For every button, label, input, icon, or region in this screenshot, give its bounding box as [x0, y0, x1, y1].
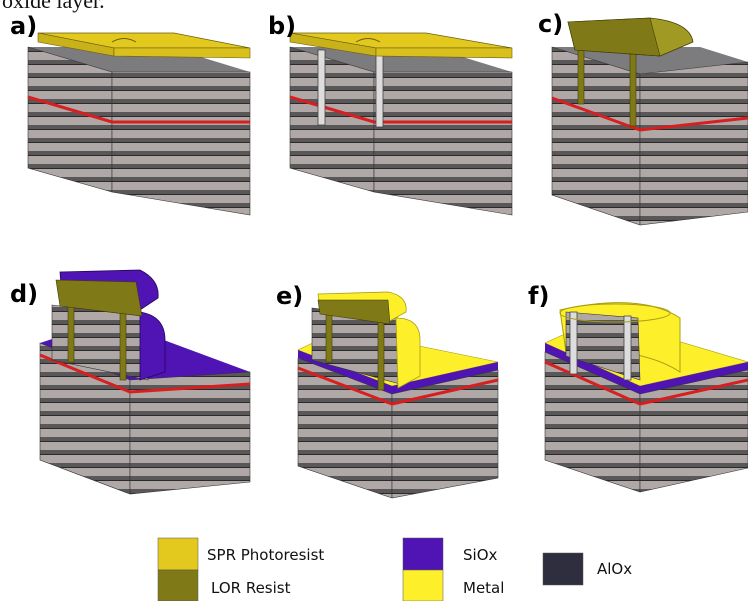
stack-front-face — [639, 369, 748, 493]
legend-label: SPR Photoresist — [207, 546, 324, 564]
legend-swatch — [402, 537, 444, 571]
etched-trench — [375, 51, 384, 128]
stack-front-face — [639, 61, 748, 226]
legend-item-alox: AlOx — [542, 552, 632, 586]
legend-swatch — [542, 552, 584, 586]
ring-opening-outline — [559, 303, 671, 323]
lor-pillar — [577, 49, 585, 105]
etched-trench — [623, 315, 632, 381]
panel-label-d: d) — [10, 280, 38, 308]
stack-front-face — [373, 71, 513, 216]
panel-label-e: e) — [276, 282, 303, 310]
legend: SPR Photoresist LOR Resist SiOx Metal Al… — [157, 537, 632, 601]
legend-swatch — [157, 537, 199, 571]
metal-sidewall — [395, 317, 421, 389]
legend-swatch — [402, 569, 444, 601]
legend-item-lor-resist: LOR Resist — [157, 569, 291, 601]
active-region-stripe — [27, 95, 250, 124]
etched-trench — [569, 311, 578, 375]
stack-top — [290, 47, 512, 72]
etched-trench — [317, 49, 326, 126]
resist-opening-outline — [355, 38, 381, 43]
caption-fragment: oxide layer. — [2, 0, 105, 13]
siox-edge — [640, 362, 748, 394]
panel-label-f: f) — [528, 282, 549, 310]
spr-photoresist-front — [113, 47, 251, 59]
panel-c: c) — [538, 10, 748, 226]
lor-pillar — [67, 299, 75, 363]
lor-resist-cap — [55, 279, 143, 317]
lor-resist-cap — [317, 299, 391, 325]
resist-opening-outline — [111, 38, 137, 43]
legend-item-metal: Metal — [402, 569, 504, 601]
panel-f: f) — [528, 282, 748, 493]
stack-top — [28, 47, 250, 72]
legend-swatch — [157, 569, 199, 601]
legend-item-siox: SiOx — [402, 537, 497, 571]
panel-label-c: c) — [538, 10, 563, 38]
panel-a: a) — [10, 12, 251, 216]
legend-label: AlOx — [597, 560, 632, 578]
lor-pillar — [629, 53, 637, 127]
legend-item-spr-photoresist: SPR Photoresist — [157, 537, 324, 571]
panel-label-b: b) — [268, 12, 296, 40]
active-region-stripe — [544, 360, 748, 406]
panel-b: b) — [268, 12, 513, 216]
siox-edge — [392, 362, 498, 394]
lor-resist-cap-front — [567, 17, 661, 57]
stack-front-face — [129, 371, 251, 495]
panel-d: d) — [10, 269, 251, 495]
stack-front-face — [111, 71, 251, 216]
panel-e: e) — [276, 282, 499, 499]
active-region-stripe — [39, 353, 251, 394]
siox-sidewall — [139, 311, 166, 381]
active-region-stripe — [297, 366, 499, 406]
spr-photoresist-front — [375, 47, 513, 59]
legend-label: SiOx — [463, 546, 497, 564]
legend-label: LOR Resist — [211, 579, 291, 597]
panel-label-a: a) — [10, 12, 37, 40]
stack-left-face — [551, 46, 641, 226]
legend-label: Metal — [463, 579, 504, 597]
active-region-stripe — [551, 96, 748, 132]
etched-mesa — [565, 311, 641, 381]
stack-front-face — [391, 369, 499, 499]
